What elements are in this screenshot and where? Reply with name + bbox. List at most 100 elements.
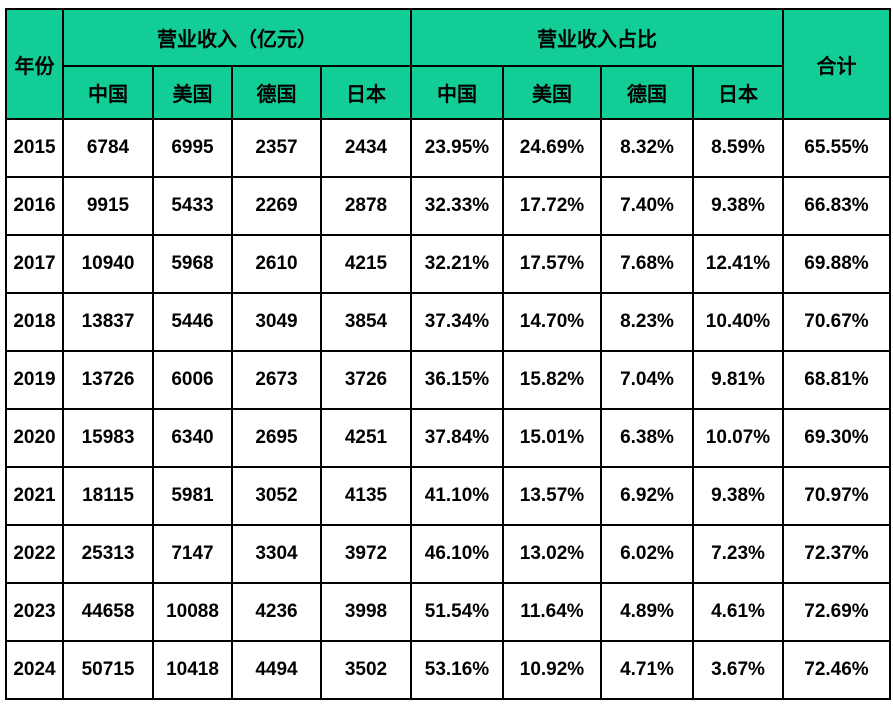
cell-share-cn: 37.84% <box>410 408 504 468</box>
cell-share-de: 7.68% <box>600 234 694 294</box>
cell-revenue-cn: 15983 <box>62 408 154 468</box>
header-share-group: 营业收入占比 <box>410 8 784 67</box>
cell-share-de: 8.23% <box>600 292 694 352</box>
cell-revenue-jp: 3998 <box>320 582 412 642</box>
cell-share-cn: 32.21% <box>410 234 504 294</box>
table-row: 2021 18115 5981 3052 4135 41.10% 13.57% … <box>5 466 891 526</box>
cell-share-us: 17.57% <box>502 234 602 294</box>
table-row: 2022 25313 7147 3304 3972 46.10% 13.02% … <box>5 524 891 584</box>
cell-share-us: 11.64% <box>502 582 602 642</box>
table-row: 2023 44658 10088 4236 3998 51.54% 11.64%… <box>5 582 891 642</box>
table-row: 2018 13837 5446 3049 3854 37.34% 14.70% … <box>5 292 891 352</box>
cell-revenue-de: 4236 <box>231 582 322 642</box>
cell-revenue-de: 4494 <box>231 640 322 700</box>
cell-share-cn: 36.15% <box>410 350 504 410</box>
cell-revenue-jp: 2878 <box>320 176 412 236</box>
cell-revenue-de: 2269 <box>231 176 322 236</box>
cell-share-de: 4.71% <box>600 640 694 700</box>
cell-year: 2024 <box>5 640 64 700</box>
cell-total: 72.46% <box>782 640 891 700</box>
cell-revenue-de: 3049 <box>231 292 322 352</box>
table-row: 2015 6784 6995 2357 2434 23.95% 24.69% 8… <box>5 118 891 178</box>
cell-total: 65.55% <box>782 118 891 178</box>
cell-revenue-us: 6340 <box>152 408 233 468</box>
header-revenue-china: 中国 <box>62 65 154 120</box>
cell-share-de: 7.04% <box>600 350 694 410</box>
cell-revenue-jp: 4215 <box>320 234 412 294</box>
cell-year: 2022 <box>5 524 64 584</box>
cell-revenue-cn: 13726 <box>62 350 154 410</box>
header-total: 合计 <box>782 8 891 120</box>
cell-share-cn: 41.10% <box>410 466 504 526</box>
cell-revenue-cn: 9915 <box>62 176 154 236</box>
cell-share-jp: 9.81% <box>692 350 784 410</box>
cell-total: 69.30% <box>782 408 891 468</box>
cell-share-us: 13.02% <box>502 524 602 584</box>
table-row: 2017 10940 5968 2610 4215 32.21% 17.57% … <box>5 234 891 294</box>
cell-share-us: 14.70% <box>502 292 602 352</box>
cell-revenue-de: 2673 <box>231 350 322 410</box>
cell-year: 2016 <box>5 176 64 236</box>
cell-revenue-cn: 10940 <box>62 234 154 294</box>
cell-revenue-us: 5446 <box>152 292 233 352</box>
cell-share-jp: 3.67% <box>692 640 784 700</box>
header-share-japan: 日本 <box>692 65 784 120</box>
cell-share-jp: 8.59% <box>692 118 784 178</box>
cell-revenue-jp: 3854 <box>320 292 412 352</box>
cell-share-jp: 9.38% <box>692 466 784 526</box>
revenue-table: 年份 营业收入（亿元） 营业收入占比 合计 中国 美国 德国 日本 中国 美国 … <box>5 8 891 700</box>
table-row: 2024 50715 10418 4494 3502 53.16% 10.92%… <box>5 640 891 700</box>
table-row: 2019 13726 6006 2673 3726 36.15% 15.82% … <box>5 350 891 410</box>
cell-share-jp: 10.07% <box>692 408 784 468</box>
cell-revenue-us: 6006 <box>152 350 233 410</box>
cell-total: 70.67% <box>782 292 891 352</box>
cell-share-cn: 53.16% <box>410 640 504 700</box>
header-revenue-japan: 日本 <box>320 65 412 120</box>
cell-year: 2023 <box>5 582 64 642</box>
cell-revenue-cn: 13837 <box>62 292 154 352</box>
cell-revenue-cn: 44658 <box>62 582 154 642</box>
cell-revenue-us: 7147 <box>152 524 233 584</box>
cell-year: 2021 <box>5 466 64 526</box>
cell-revenue-cn: 50715 <box>62 640 154 700</box>
cell-revenue-cn: 18115 <box>62 466 154 526</box>
cell-share-de: 4.89% <box>600 582 694 642</box>
cell-total: 70.97% <box>782 466 891 526</box>
cell-year: 2015 <box>5 118 64 178</box>
cell-total: 66.83% <box>782 176 891 236</box>
cell-share-de: 8.32% <box>600 118 694 178</box>
cell-revenue-de: 2610 <box>231 234 322 294</box>
cell-revenue-cn: 25313 <box>62 524 154 584</box>
cell-share-cn: 32.33% <box>410 176 504 236</box>
cell-revenue-us: 6995 <box>152 118 233 178</box>
cell-revenue-jp: 2434 <box>320 118 412 178</box>
cell-year: 2020 <box>5 408 64 468</box>
cell-share-jp: 9.38% <box>692 176 784 236</box>
table-row: 2020 15983 6340 2695 4251 37.84% 15.01% … <box>5 408 891 468</box>
cell-share-jp: 7.23% <box>692 524 784 584</box>
cell-share-de: 6.92% <box>600 466 694 526</box>
cell-revenue-us: 10088 <box>152 582 233 642</box>
header-share-usa: 美国 <box>502 65 602 120</box>
cell-share-de: 6.38% <box>600 408 694 468</box>
cell-revenue-de: 2695 <box>231 408 322 468</box>
cell-total: 68.81% <box>782 350 891 410</box>
cell-total: 69.88% <box>782 234 891 294</box>
cell-revenue-us: 5981 <box>152 466 233 526</box>
header-share-germany: 德国 <box>600 65 694 120</box>
cell-revenue-de: 3304 <box>231 524 322 584</box>
cell-revenue-us: 10418 <box>152 640 233 700</box>
cell-share-cn: 23.95% <box>410 118 504 178</box>
cell-share-us: 15.01% <box>502 408 602 468</box>
cell-total: 72.69% <box>782 582 891 642</box>
cell-share-us: 13.57% <box>502 466 602 526</box>
cell-revenue-jp: 4251 <box>320 408 412 468</box>
cell-revenue-us: 5433 <box>152 176 233 236</box>
header-share-china: 中国 <box>410 65 504 120</box>
header-year: 年份 <box>5 8 64 120</box>
cell-share-us: 15.82% <box>502 350 602 410</box>
cell-revenue-jp: 3972 <box>320 524 412 584</box>
cell-share-us: 17.72% <box>502 176 602 236</box>
cell-share-cn: 51.54% <box>410 582 504 642</box>
header-revenue-germany: 德国 <box>231 65 322 120</box>
